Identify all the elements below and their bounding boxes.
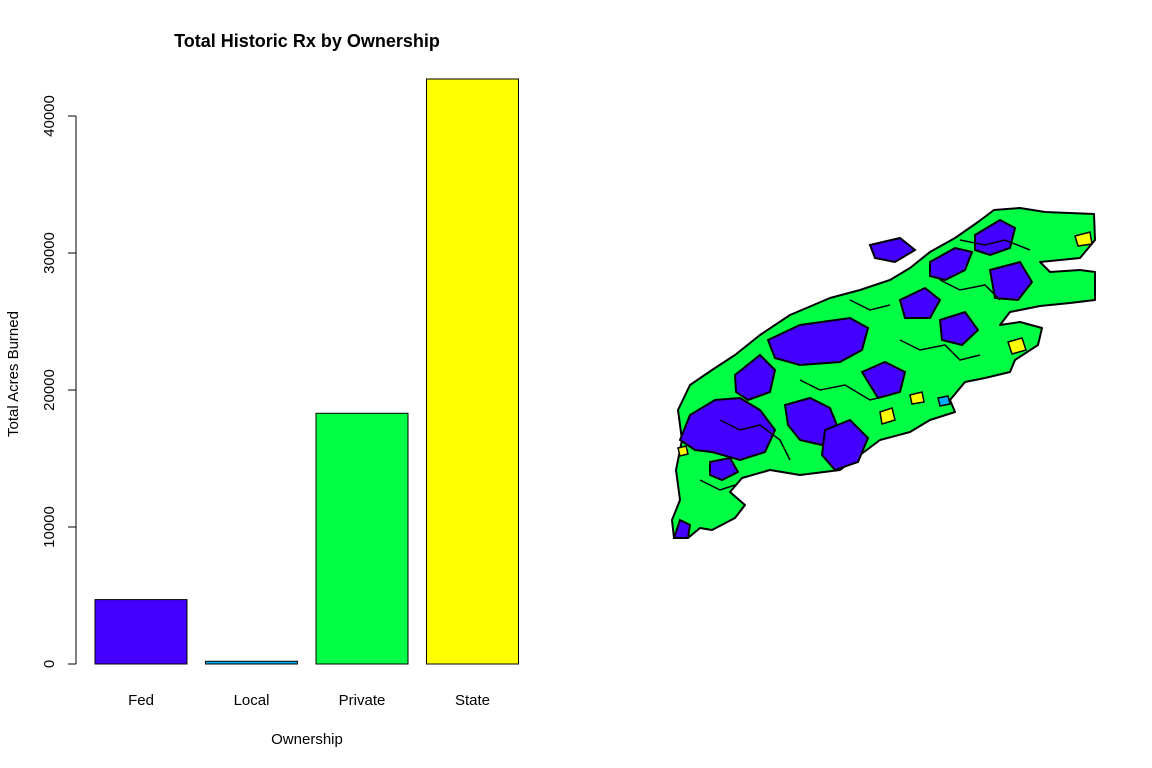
boundary-line [959, 239, 1031, 251]
x-tick-label: Local [234, 692, 270, 709]
map-region-local [937, 395, 951, 407]
bar-chart: Total Historic Rx by Ownership 0 10000 200… [5, 31, 519, 748]
region-state [1074, 231, 1093, 247]
boundary-line [939, 279, 1001, 301]
x-tick-label: Private [339, 692, 386, 709]
boundary-line [849, 299, 891, 311]
boundary-line [719, 419, 791, 461]
boundary-line [799, 379, 891, 401]
y-axis-title: Total Acres Burned [5, 311, 22, 437]
region-fed [929, 246, 974, 282]
region-fed [678, 396, 777, 462]
map-region-state [677, 231, 1093, 457]
region-fed [938, 310, 980, 347]
region-fed [733, 353, 777, 402]
y-tick-label: 20000 [41, 369, 58, 411]
x-tick-label: State [455, 692, 490, 709]
region-local [937, 395, 951, 407]
region-fed [860, 360, 907, 400]
y-tick-label: 10000 [41, 506, 58, 548]
bar-private [315, 412, 409, 665]
bar-state [426, 78, 519, 665]
y-axis: 0 10000 20000 30000 40000 [41, 95, 77, 668]
y-tick-label: 40000 [41, 95, 58, 137]
region-fed [672, 518, 692, 539]
boundary-line [899, 339, 981, 361]
region-fed [766, 316, 870, 367]
y-tick-label: 0 [41, 660, 58, 668]
boundary-line [699, 479, 736, 491]
x-axis-labels: Fed Local Private State [128, 692, 490, 709]
region-state [909, 391, 925, 405]
region-fed [709, 456, 740, 482]
x-tick-label: Fed [128, 692, 154, 709]
region-fed [974, 218, 1017, 257]
region-state [677, 445, 689, 457]
map-boundaries [699, 239, 1031, 491]
region-state [1007, 337, 1027, 355]
x-axis-title: Ownership [271, 731, 343, 748]
region-state [879, 407, 896, 425]
region-fed [820, 418, 870, 472]
chart-title: Total Historic Rx by Ownership [174, 31, 440, 51]
region-fed [868, 236, 917, 264]
bars [94, 78, 519, 665]
bar-fed [94, 599, 188, 665]
map-region-fed [672, 218, 1034, 539]
bar-local [205, 660, 298, 665]
y-tick-label: 30000 [41, 232, 58, 274]
region-fed [898, 286, 942, 319]
